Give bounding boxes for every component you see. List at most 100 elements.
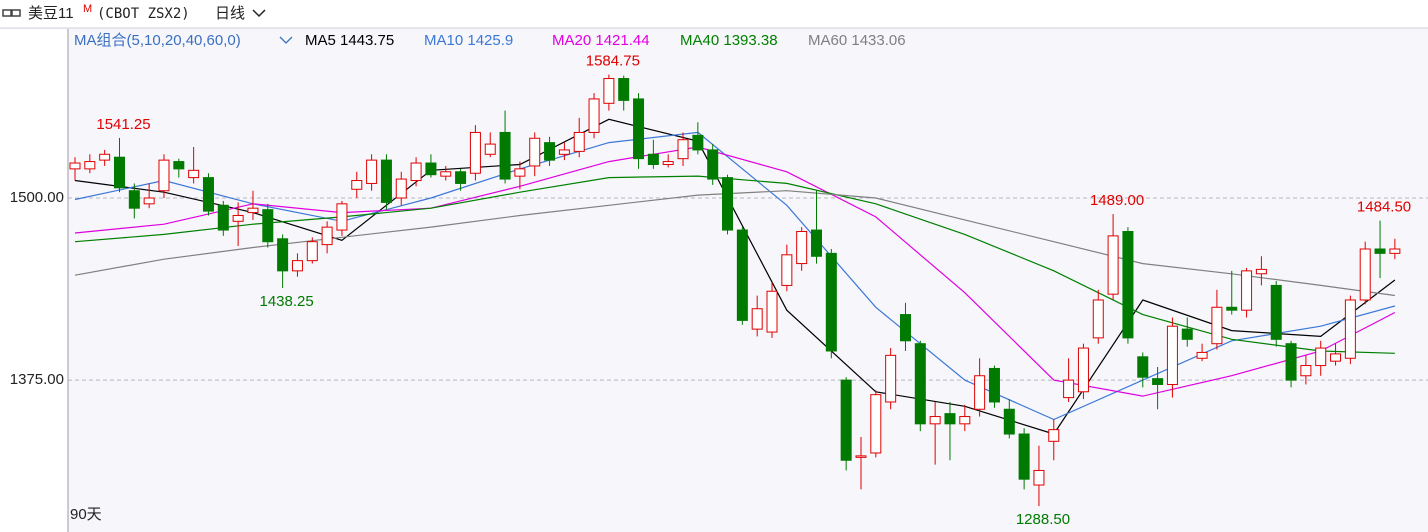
ma-legend-value: 1393.38 [723, 32, 777, 49]
candle-body [1077, 347, 1089, 393]
candle-body [291, 260, 303, 272]
ma-legend-value: 1433.06 [851, 32, 905, 49]
candle-body [899, 314, 911, 342]
candle-body [1181, 328, 1193, 340]
icon-part [11, 9, 21, 17]
chevron[interactable] [252, 9, 266, 18]
candle-body [395, 178, 407, 199]
candle-body [1048, 429, 1060, 442]
candle-body [1300, 365, 1312, 377]
extreme-label: 1288.50 [1016, 511, 1070, 528]
ma-legend: MA40 1393.38 [680, 32, 778, 49]
symbol-badge: M [83, 3, 92, 15]
candle-body [1166, 325, 1178, 385]
candle-body [321, 226, 333, 246]
extreme-label: 1584.75 [586, 52, 640, 69]
candle-body [1270, 284, 1282, 340]
candle-body [351, 180, 363, 190]
symbol: 美豆11 [28, 5, 74, 22]
candle-body [781, 254, 793, 286]
chevron[interactable] [279, 36, 293, 44]
header-bar [0, 0, 1428, 28]
candle-body [647, 153, 659, 165]
candle-body [558, 149, 570, 155]
candle-body [633, 98, 645, 160]
y-tick-label: 1500.00 [10, 189, 64, 206]
candle-body [1330, 353, 1342, 362]
candle-body [573, 131, 585, 152]
candle-body [484, 143, 496, 155]
candle-body [1211, 306, 1223, 345]
ma-legend-value: 1421.44 [595, 32, 649, 49]
candle-body [736, 229, 748, 321]
candle-body [262, 209, 274, 243]
candle-body [1152, 378, 1164, 385]
candle-body [425, 162, 437, 176]
candle-body [1018, 433, 1030, 480]
candle-body [1033, 469, 1045, 486]
symbol-code: (CBOT ZSX2) [97, 6, 190, 22]
extreme-label: 1484.50 [1357, 199, 1411, 216]
candle-body [751, 308, 763, 330]
candle-body [796, 231, 808, 265]
candle-body [811, 229, 822, 257]
period-label: 90天 [70, 506, 102, 523]
ma-line [74, 131, 1396, 421]
candle-body [455, 171, 467, 184]
ma-settings[interactable]: MA组合(5,10,20,40,60,0) [74, 32, 241, 49]
candle-body [277, 238, 289, 272]
candle-body [1137, 356, 1149, 378]
candle-body [469, 131, 481, 174]
ma-line [74, 146, 1396, 397]
ma-legend: MA60 1433.06 [808, 32, 906, 49]
candle-body [677, 139, 689, 160]
ma-legend-value: 1443.75 [340, 32, 394, 49]
candle-body [1315, 347, 1327, 367]
candle-body [410, 162, 422, 182]
ma-legend: MA5 1443.75 [305, 32, 394, 49]
candle-body [247, 207, 259, 214]
candle-body [929, 416, 941, 425]
candle-body [1255, 268, 1267, 275]
candle-body [188, 169, 200, 179]
candle-body [707, 149, 719, 180]
candle-body [69, 162, 81, 170]
ma-legend-value: 1425.9 [467, 32, 513, 49]
candle-body [99, 153, 111, 161]
ma-line [74, 190, 1395, 297]
ma-legend-name: MA10 [424, 32, 463, 49]
candle-body [1122, 231, 1134, 339]
candle-body [336, 203, 348, 231]
candle-body [722, 177, 734, 231]
candle-body [217, 204, 229, 231]
ma-legend-name: MA20 [552, 32, 591, 49]
candle-body [885, 354, 897, 403]
candle-body [113, 156, 125, 189]
candle-body [914, 343, 926, 425]
candle-body [959, 416, 971, 425]
candle-body [173, 161, 185, 170]
link-icon[interactable] [2, 9, 21, 17]
ma-legend: MA10 1425.9 [424, 32, 513, 49]
extreme-label: 1541.25 [96, 116, 150, 133]
candle-body [380, 159, 392, 203]
y-axis-area [0, 29, 68, 532]
candle-body [143, 197, 155, 205]
candle-body [1003, 408, 1015, 435]
candle-body [1196, 351, 1208, 359]
candle-body [1092, 299, 1104, 339]
candle-body [158, 159, 170, 192]
candle-body [306, 241, 318, 262]
candle-body [766, 290, 778, 333]
candle-body [514, 168, 526, 177]
candle-body [84, 161, 96, 170]
candle-body [232, 214, 244, 222]
ma-line [74, 118, 1396, 435]
y-tick-label: 1375.00 [10, 371, 64, 388]
candle-body [825, 252, 837, 352]
period-selector[interactable]: 日线 [215, 5, 245, 22]
candle-body [840, 379, 852, 461]
candle-body [588, 98, 600, 133]
